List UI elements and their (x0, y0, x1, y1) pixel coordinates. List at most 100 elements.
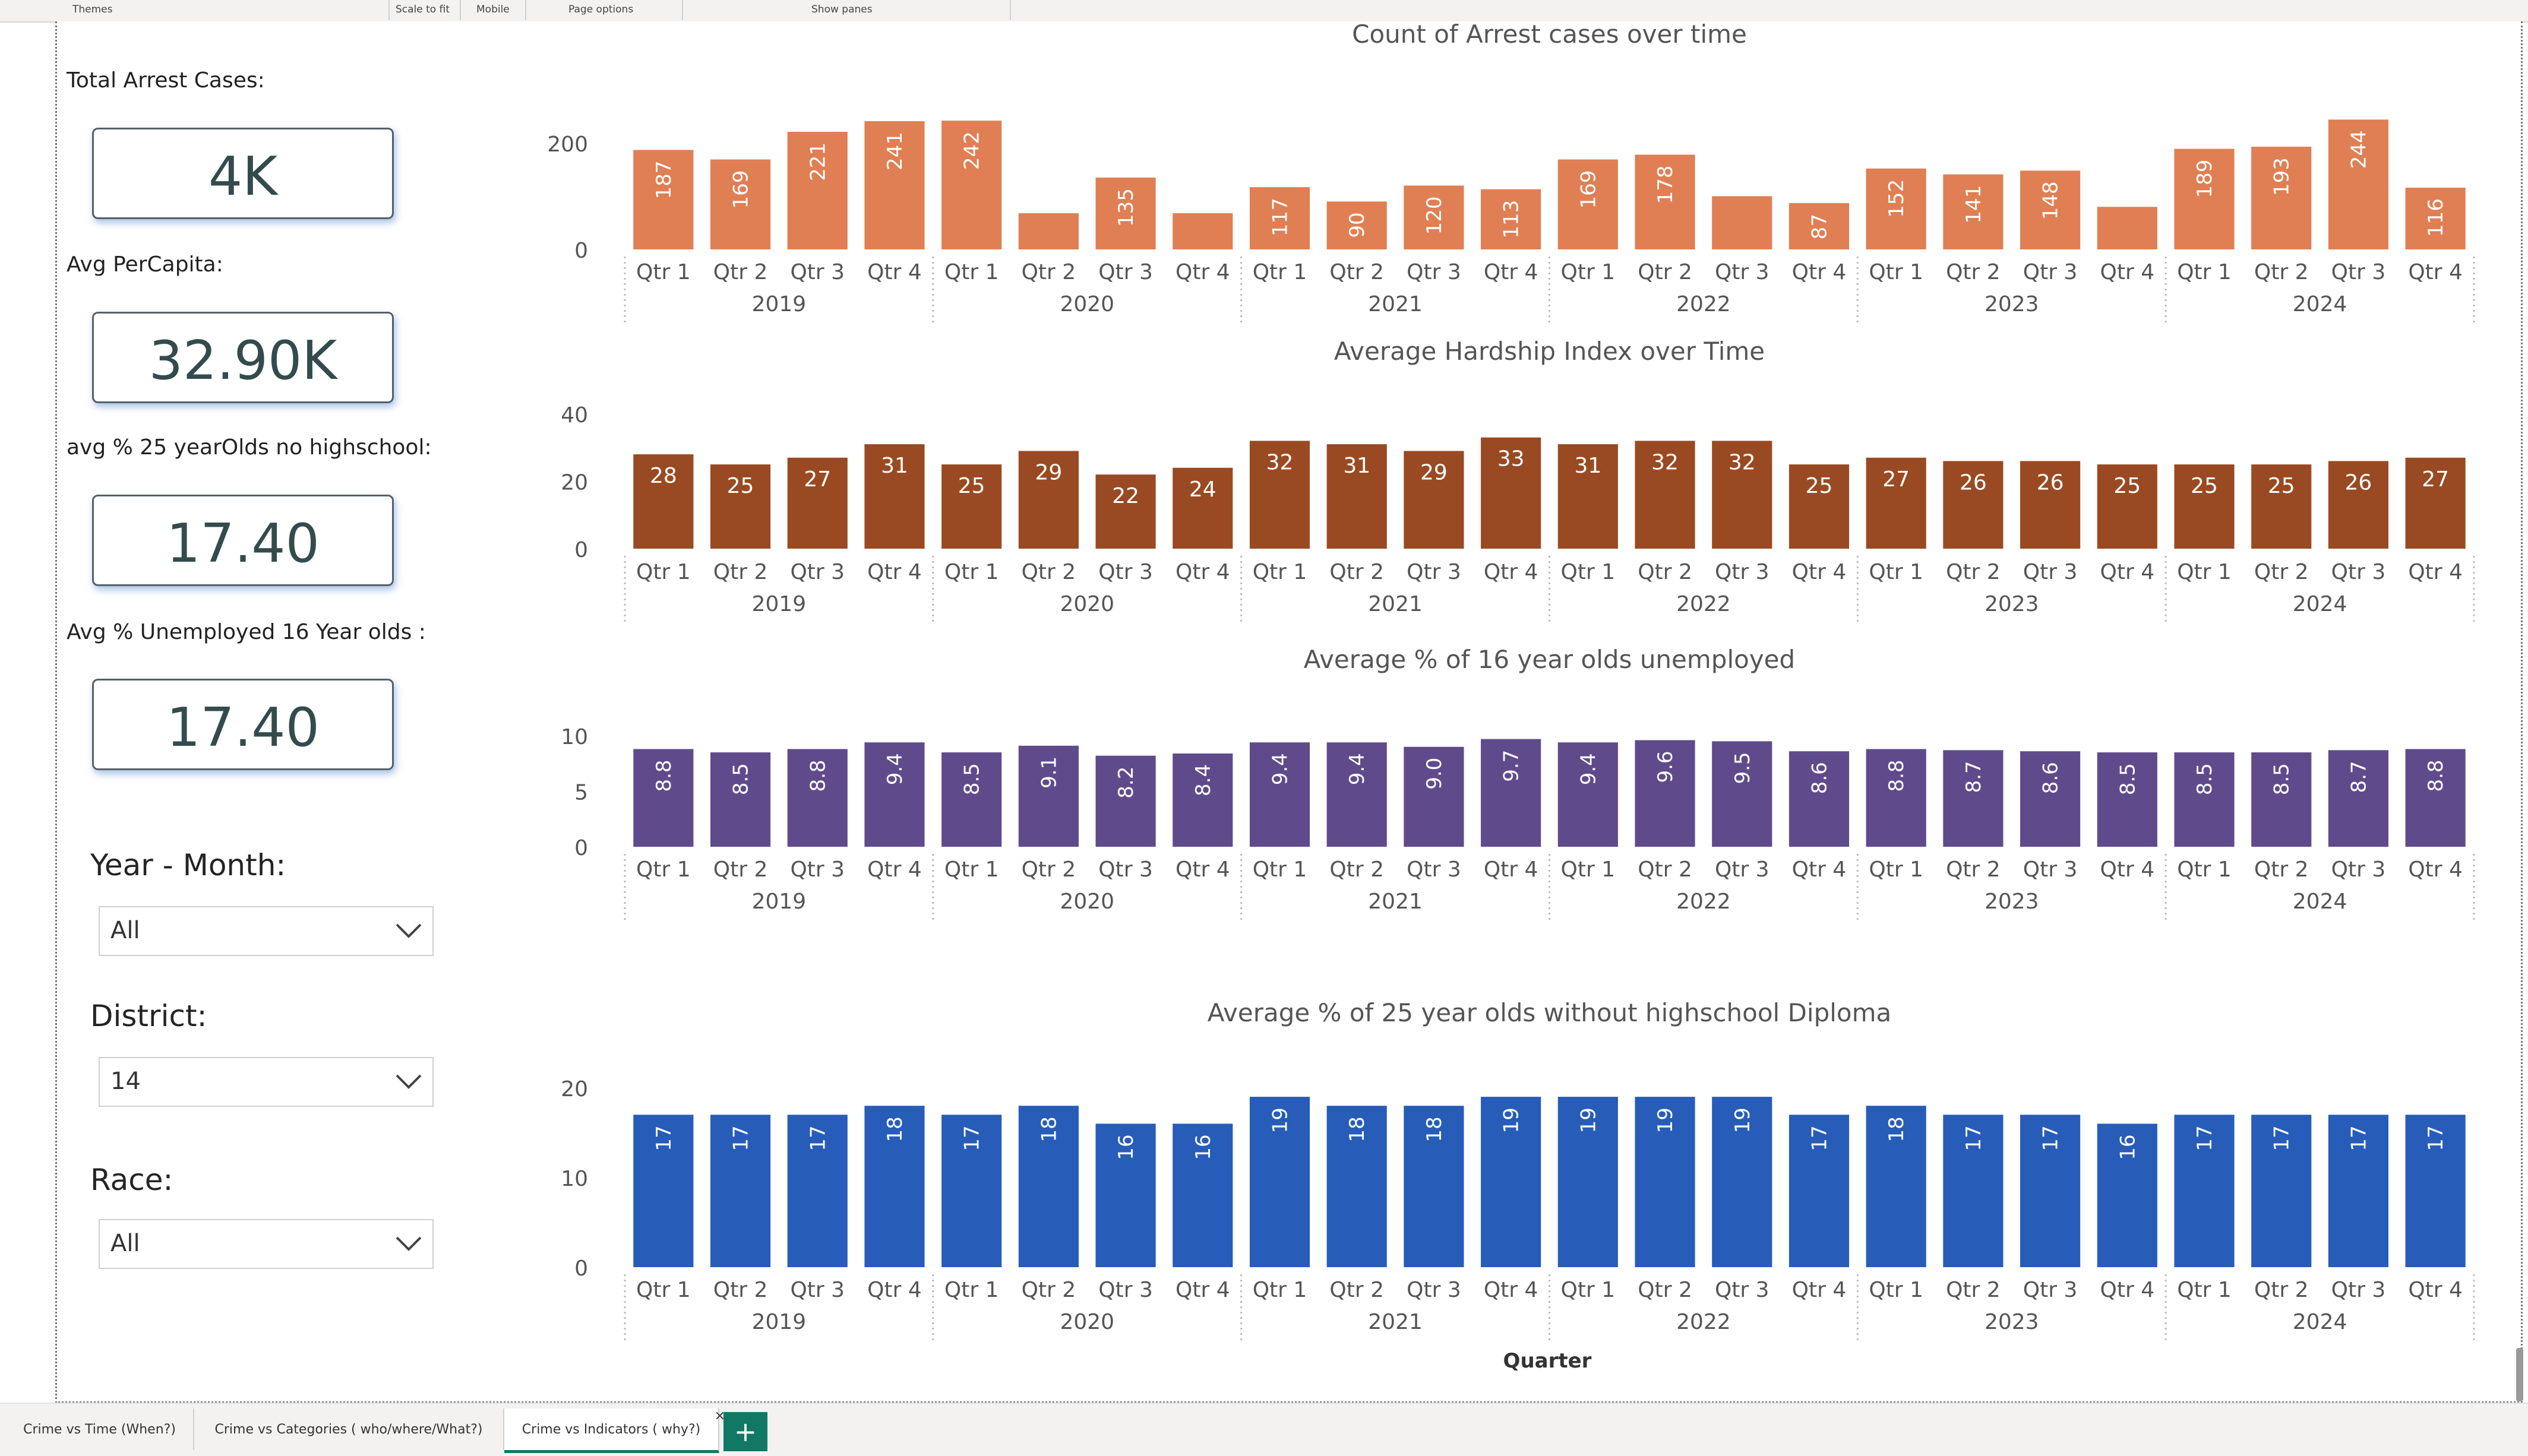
data-label: 18 (1345, 1116, 1369, 1142)
x-tick-label: Qtr 4 (1484, 260, 1538, 284)
x-tick-label: Qtr 2 (1329, 260, 1384, 284)
data-label: 187 (652, 160, 676, 199)
bar (941, 464, 1002, 549)
chart-title: Average Hardship Index over Time (1334, 337, 1765, 366)
data-label: 18 (1037, 1116, 1061, 1142)
ribbon-separator (525, 0, 526, 20)
x-tick-label: Qtr 3 (1098, 260, 1153, 284)
data-label: 8.8 (652, 759, 676, 792)
bar (1788, 203, 1850, 249)
bar (2405, 457, 2466, 549)
bar (1943, 174, 2004, 249)
kpi-label-total-arrests: Total Arrest Cases: (67, 68, 265, 93)
x-tick-label: Qtr 2 (1638, 1278, 1692, 1302)
x-tick-label: Qtr 4 (1175, 560, 1230, 584)
data-label: 116 (2424, 198, 2448, 237)
bar (787, 1115, 848, 1267)
kpi-card-unemployed[interactable]: 17.40 (92, 679, 394, 770)
ribbon-group-page-options[interactable]: Page options (568, 4, 634, 15)
ribbon-group-scale-to-fit[interactable]: Scale to fit (396, 4, 450, 15)
year-label: 2019 (752, 292, 807, 316)
x-tick-label: Qtr 4 (1792, 260, 1847, 284)
ribbon-group-mobile[interactable]: Mobile (476, 4, 510, 15)
data-label: 29 (1035, 460, 1062, 485)
bar (864, 1106, 925, 1267)
data-label: 26 (1960, 470, 1987, 495)
slicer-title-district: District: (90, 999, 207, 1033)
kpi-value-unemployed: 17.40 (166, 696, 320, 759)
data-label: 87 (1807, 214, 1831, 239)
bar (1018, 213, 1079, 249)
x-tick-label: Qtr 4 (2408, 1278, 2463, 1302)
tab-crime-vs-categories[interactable]: Crime vs Categories ( who/where/What?) (194, 1408, 504, 1450)
data-label: 178 (1654, 166, 1677, 204)
x-tick-label: Qtr 3 (2331, 260, 2386, 284)
year-label: 2020 (1060, 592, 1114, 616)
scrollbar[interactable] (2516, 1348, 2523, 1401)
bar (2097, 1123, 2157, 1267)
year-label: 2022 (1676, 890, 1731, 914)
x-tick-label: Qtr 2 (2254, 560, 2309, 584)
ribbon-separator (460, 0, 461, 20)
y-tick-label: 40 (561, 403, 588, 428)
bar (2251, 464, 2312, 549)
bar (1249, 742, 1310, 847)
bar (2405, 188, 2466, 249)
bar (710, 464, 771, 549)
x-tick-label: Qtr 1 (636, 560, 691, 584)
bar (1557, 1097, 1618, 1267)
ribbon-group-show-panes[interactable]: Show panes (811, 4, 873, 15)
data-label: 8.5 (2193, 763, 2217, 795)
slicer-district-dropdown[interactable]: 14 (99, 1057, 434, 1107)
data-label: 9.4 (1269, 753, 1293, 785)
data-label: 135 (1114, 188, 1138, 227)
chevron-down-icon (396, 923, 422, 938)
tab-crime-vs-time[interactable]: Crime vs Time (When?) (6, 1408, 194, 1450)
data-label: 31 (1574, 454, 1601, 478)
data-label: 18 (1423, 1116, 1446, 1142)
slicer-race-dropdown[interactable]: All (99, 1219, 434, 1269)
year-label: 2024 (2293, 592, 2347, 616)
x-tick-label: Qtr 4 (1484, 857, 1538, 882)
year-label: 2021 (1368, 592, 1423, 616)
x-tick-label: Qtr 3 (790, 857, 845, 882)
data-label: 9.1 (1037, 757, 1061, 789)
data-label: 8.8 (2424, 759, 2448, 792)
data-label: 17 (2424, 1125, 2448, 1151)
tab-crime-vs-indicators[interactable]: Crime vs Indicators ( why?) × (504, 1408, 725, 1453)
bar (2020, 461, 2081, 549)
year-label: 2020 (1060, 1310, 1114, 1334)
data-label: 25 (1806, 474, 1833, 498)
x-tick-label: Qtr 2 (1022, 1278, 1076, 1302)
data-label: 18 (1885, 1116, 1908, 1142)
kpi-card-total-arrests[interactable]: 4K (92, 128, 394, 219)
slicer-year-month-dropdown[interactable]: All (99, 906, 434, 956)
bar (1404, 1106, 1464, 1267)
x-tick-label: Qtr 3 (1098, 560, 1153, 584)
data-label: 17 (2039, 1125, 2063, 1151)
bar (2020, 1115, 2081, 1267)
year-label: 2019 (752, 592, 807, 616)
add-page-button[interactable]: + (723, 1412, 767, 1451)
data-label: 8.5 (960, 763, 984, 795)
bar (1404, 746, 1464, 847)
data-label: 8.2 (1114, 767, 1138, 799)
data-label: 169 (1576, 170, 1600, 209)
kpi-card-no-highschool[interactable]: 17.40 (92, 495, 394, 586)
y-tick-label: 20 (561, 1077, 588, 1102)
data-label: 90 (1345, 212, 1369, 238)
kpi-card-avg-percapita[interactable]: 32.90K (92, 312, 394, 403)
ribbon-group-themes[interactable]: Themes (72, 4, 113, 15)
year-label: 2023 (1985, 292, 2039, 316)
x-tick-label: Qtr 3 (1407, 260, 1461, 284)
data-label: 17 (2270, 1125, 2294, 1151)
bar (1712, 1097, 1772, 1267)
bar (1943, 461, 2004, 549)
y-tick-label: 5 (574, 781, 588, 805)
bar (1788, 464, 1850, 549)
slicer-district-value: 14 (110, 1068, 141, 1095)
close-icon[interactable]: × (714, 1408, 725, 1423)
data-label: 8.4 (1192, 764, 1215, 796)
bar (1326, 742, 1387, 847)
year-label: 2021 (1368, 1310, 1423, 1334)
